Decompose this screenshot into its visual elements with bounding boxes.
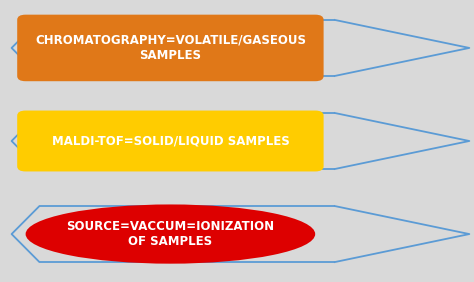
Text: SOURCE=VACCUM=IONIZATION
OF SAMPLES: SOURCE=VACCUM=IONIZATION OF SAMPLES [66, 220, 274, 248]
Ellipse shape [26, 204, 315, 264]
FancyBboxPatch shape [17, 15, 324, 81]
Text: CHROMATOGRAPHY=VOLATILE/GASEOUS
SAMPLES: CHROMATOGRAPHY=VOLATILE/GASEOUS SAMPLES [35, 34, 306, 62]
Text: MALDI-TOF=SOLID/LIQUID SAMPLES: MALDI-TOF=SOLID/LIQUID SAMPLES [52, 135, 289, 147]
FancyBboxPatch shape [17, 111, 324, 171]
